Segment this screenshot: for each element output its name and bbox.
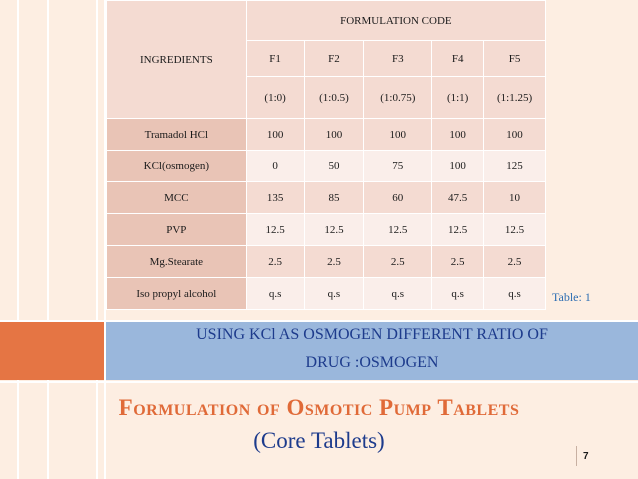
table-cell: 2.5 <box>431 245 485 278</box>
table-cell: q.s <box>483 277 546 310</box>
table-cell: 0 <box>245 150 305 182</box>
table-cell: 60 <box>363 181 433 214</box>
table-cell: 100 <box>431 118 485 151</box>
table-cell: 75 <box>363 150 433 182</box>
table-cell: 100 <box>363 118 433 151</box>
table-cell: 2.5 <box>303 245 365 278</box>
code-f5: F5 <box>483 40 546 77</box>
table-cell: q.s <box>303 277 365 310</box>
decor-hline-bottom <box>0 381 638 383</box>
table-cell: 12.5 <box>245 213 305 246</box>
table-row: MCC 135 85 60 47.5 10 <box>106 181 546 214</box>
table-cell: 10 <box>483 181 546 214</box>
table-cell: 12.5 <box>483 213 546 246</box>
code-f3: F3 <box>363 40 433 77</box>
table-cell: 2.5 <box>363 245 433 278</box>
slide-title: Formulation of Osmotic Pump Tablets <box>118 395 520 420</box>
banner-bar <box>106 322 638 380</box>
code-f1: F1 <box>245 40 305 77</box>
table-row: Mg.Stearate 2.5 2.5 2.5 2.5 2.5 <box>106 245 546 278</box>
table-cell: 12.5 <box>363 213 433 246</box>
table-cell: 2.5 <box>483 245 546 278</box>
table-cell: 12.5 <box>431 213 485 246</box>
slide-subtitle: (Core Tablets) <box>253 428 385 453</box>
ingredient-name: Iso propyl alcohol <box>106 277 247 310</box>
table-cell: 50 <box>303 150 365 182</box>
table-cell: q.s <box>363 277 433 310</box>
table-cell: 100 <box>303 118 365 151</box>
formulation-table: INGREDIENTS FORMULATION CODE F1 F2 F3 F4… <box>106 0 547 310</box>
left-accent-block <box>0 322 104 380</box>
table-cell: 135 <box>245 181 305 214</box>
table-cell: q.s <box>431 277 485 310</box>
code-f4: F4 <box>431 40 485 77</box>
decor-vline-3 <box>96 0 98 479</box>
ratio-f4: (1:1) <box>431 76 485 119</box>
page-number: 7 <box>583 451 589 462</box>
table-cell: 100 <box>483 118 546 151</box>
table-cell: q.s <box>245 277 305 310</box>
table-cell: 2.5 <box>245 245 305 278</box>
table-row: Tramadol HCl 100 100 100 100 100 <box>106 118 546 151</box>
decor-vline-1 <box>17 0 19 479</box>
ratio-f2: (1:0.5) <box>303 76 365 119</box>
table-row: PVP 12.5 12.5 12.5 12.5 12.5 <box>106 213 546 246</box>
ingredient-name: MCC <box>106 181 247 214</box>
table-cell: 100 <box>431 150 485 182</box>
table-caption: Table: 1 <box>552 290 591 304</box>
table-row: KCl(osmogen) 0 50 75 100 125 <box>106 150 546 182</box>
decor-hline-top <box>0 320 638 322</box>
table-cell: 47.5 <box>431 181 485 214</box>
ratio-f1: (1:0) <box>245 76 305 119</box>
decor-vline-4 <box>104 0 106 479</box>
table-cell: 85 <box>303 181 365 214</box>
ratio-f5: (1:1.25) <box>483 76 546 119</box>
ingredients-header: INGREDIENTS <box>106 0 247 119</box>
ratio-f3: (1:0.75) <box>363 76 433 119</box>
page-number-divider <box>576 446 577 466</box>
ingredient-name: Tramadol HCl <box>106 118 247 151</box>
ingredient-name: PVP <box>106 213 247 246</box>
banner-line-1: USING KCl AS OSMOGEN DIFFERENT RATIO OF <box>196 326 548 343</box>
formulation-code-header: FORMULATION CODE <box>245 0 547 41</box>
table-cell: 12.5 <box>303 213 365 246</box>
decor-vline-2 <box>47 0 49 479</box>
code-f2: F2 <box>303 40 365 77</box>
ingredient-name: Mg.Stearate <box>106 245 247 278</box>
table-row: Iso propyl alcohol q.s q.s q.s q.s q.s <box>106 277 546 310</box>
table-cell: 100 <box>245 118 305 151</box>
ingredient-name: KCl(osmogen) <box>106 150 247 182</box>
table-cell: 125 <box>483 150 546 182</box>
banner-line-2: DRUG :OSMOGEN <box>305 354 439 371</box>
